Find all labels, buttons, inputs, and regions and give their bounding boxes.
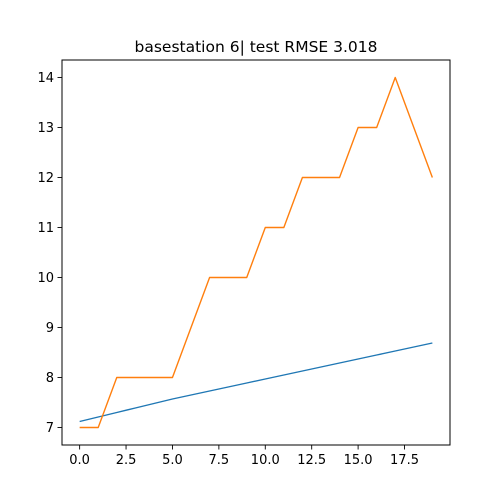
y-tick-label: 14 (37, 71, 54, 86)
x-tick-label: 15.0 (344, 453, 373, 468)
y-tick-label: 10 (37, 271, 54, 286)
x-tick-label: 17.5 (390, 453, 419, 468)
y-tick-label: 12 (37, 171, 54, 186)
y-tick-label: 7 (46, 421, 54, 436)
x-tick-label: 2.5 (116, 453, 137, 468)
x-tick-label: 12.5 (297, 453, 326, 468)
y-tick-label: 11 (37, 221, 54, 236)
y-tick-label: 13 (37, 121, 54, 136)
plot-frame (61, 59, 451, 446)
series-line-2 (79, 76, 434, 429)
y-tick-label: 8 (46, 371, 54, 386)
x-tick-label: 10.0 (251, 453, 280, 468)
chart-title: basestation 6| test RMSE 3.018 (135, 38, 378, 56)
x-tick-label: 7.5 (209, 453, 230, 468)
series-line-1 (79, 342, 433, 423)
x-tick-label: 5.0 (162, 453, 183, 468)
plot-area: 0.0 2.5 5.0 7.5 10.0 12.5 15.0 17.5 7 8 9 10 11 12 13 1… (37, 59, 451, 468)
y-tick-label: 9 (46, 321, 54, 336)
x-tick-label: 0.0 (69, 453, 90, 468)
